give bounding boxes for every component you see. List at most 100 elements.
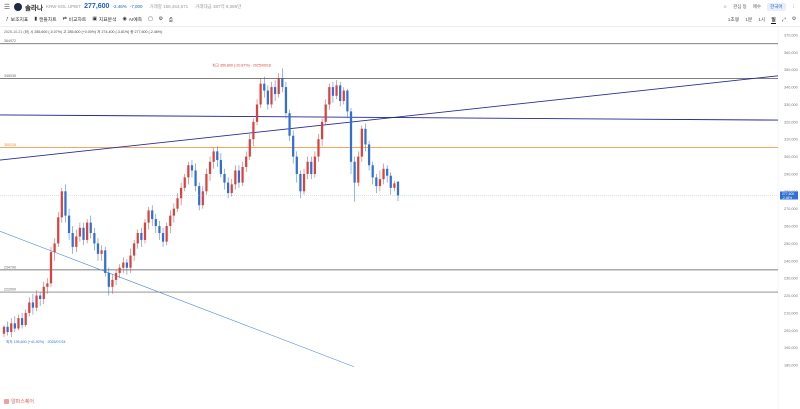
candle-body	[367, 144, 371, 166]
camera-icon: ⎙	[168, 17, 173, 23]
more-icon[interactable]: ⋮	[791, 3, 797, 9]
candle-body	[190, 165, 194, 171]
candle-body	[237, 170, 241, 183]
candle-body	[158, 226, 161, 233]
candle-body	[107, 272, 110, 287]
candle-body	[39, 295, 42, 299]
expand-icon[interactable]: ⤢	[781, 17, 786, 23]
candle-body	[208, 161, 212, 174]
candle-body	[6, 326, 9, 332]
candle-body	[378, 179, 382, 187]
buy-label[interactable]: 매수	[752, 3, 762, 9]
candle-body	[194, 170, 197, 187]
price-change: -2.46%	[112, 4, 127, 9]
candle-body	[335, 85, 338, 96]
y-tick-label: 210,000	[784, 311, 798, 315]
analysis-icon: ▣	[92, 17, 97, 22]
candle-body	[393, 183, 396, 188]
language-badge[interactable]: 한국어	[767, 2, 786, 11]
candle-body	[187, 165, 190, 178]
y-tick-label: 330,000	[784, 103, 798, 107]
timeframe-day[interactable]: 일	[771, 17, 776, 24]
brand-logo-icon	[4, 399, 9, 404]
toolbar-label: 보조지표	[10, 18, 29, 23]
y-tick-label: 230,000	[784, 277, 798, 281]
candle-body	[353, 161, 356, 183]
toolbar-camera[interactable]: ⎙	[169, 17, 173, 23]
level-label: 345035	[4, 74, 16, 78]
candle-body	[129, 255, 132, 268]
timeframe-1m[interactable]: 1분	[745, 18, 753, 23]
candle-body	[13, 323, 16, 329]
candle-body	[89, 222, 92, 233]
candle-body	[375, 177, 378, 187]
candle-body	[179, 187, 183, 199]
compare-icon: ⇄	[62, 17, 67, 22]
gear-icon: ⚙	[158, 17, 163, 22]
top-header: ☰ 솔라나 KRW-SOL UPBIT 277,600 -2.46% -7,00…	[0, 0, 800, 13]
candle-body	[252, 121, 255, 140]
y-tick-label: 200,000	[784, 329, 798, 333]
toolbar-label: AI예측	[128, 18, 143, 23]
timeframe-group: 1초봉 1분 1시 일 ⤢ ⚙	[728, 13, 796, 26]
ai-icon: ◉	[122, 17, 127, 22]
candle-body	[20, 318, 24, 326]
current-price: 277,600	[84, 3, 110, 10]
candle-body	[346, 90, 349, 112]
trend-line-falling-trend	[0, 230, 355, 368]
candle-body	[104, 250, 107, 273]
level-label: 234790	[4, 265, 16, 269]
y-tick-label: 320,000	[784, 120, 798, 124]
candle-body	[342, 90, 345, 101]
settings-icon[interactable]: ⚙	[791, 17, 796, 22]
current-price-label: 277,600	[782, 192, 794, 196]
y-tick-label: 370,000	[784, 34, 798, 38]
candle-body	[71, 233, 74, 247]
watermark: 알파스퀘어	[4, 398, 34, 405]
candle-body	[270, 87, 273, 105]
candle-icon: ▮	[34, 17, 37, 22]
candle-body	[165, 226, 168, 242]
candle-body	[310, 161, 313, 174]
candle-body	[306, 161, 309, 174]
toolbar-indicators[interactable]: ƒ 보조지표	[6, 16, 28, 23]
trend-line-flat-trend	[0, 114, 779, 121]
amount-label: 거래대금 387억 9,389만	[195, 3, 242, 9]
candle-body	[154, 219, 157, 227]
candle-body	[205, 173, 208, 192]
candle-body	[328, 87, 331, 105]
candle-body	[133, 243, 136, 256]
toolbar-square[interactable]: ▢	[148, 17, 153, 22]
chart-toolbar: ƒ 보조지표 ▮ 캔들차트 ⇄ 비교차트 ▣ 지표분석 ◉ AI예측 ▢ ⚙ ⎙ 1초봉 …	[0, 13, 800, 27]
candle-body	[122, 262, 125, 268]
high-annotation: 최고 350,800 (-20.87%) · 2025/09/18	[212, 62, 271, 67]
toolbar-label: 지표분석	[98, 18, 117, 23]
toolbar-analysis[interactable]: ▣ 지표분석	[92, 16, 116, 23]
ohlc-legend: 2025-10-21 (화) 시 285,600 (-0.07%) 고 285,…	[4, 30, 162, 35]
candle-body	[147, 210, 150, 223]
candle-body	[136, 233, 139, 244]
y-tick-label: 220,000	[784, 294, 798, 298]
toolbar-candle[interactable]: ▮ 캔들차트	[34, 16, 56, 23]
candle-body	[93, 233, 96, 244]
star-icon[interactable]: ☆	[723, 3, 728, 9]
menu-icon[interactable]: ☰	[3, 3, 11, 11]
candle-body	[198, 186, 201, 206]
candle-body	[143, 222, 147, 240]
price-chart[interactable]: 370,000 360,000 350,000 340,000 330,000 320,0…	[0, 26, 800, 409]
candle-body	[382, 168, 385, 180]
candle-body	[24, 312, 27, 326]
candle-body	[357, 156, 360, 183]
candle-body	[389, 175, 392, 188]
y-tick-label: 360,000	[784, 51, 798, 55]
candle-body	[230, 184, 233, 194]
timeframe-1h[interactable]: 1시	[758, 18, 766, 23]
favorite-label[interactable]: 관심 등	[733, 3, 747, 9]
candle-body	[86, 222, 89, 240]
timeframe-1s[interactable]: 1초봉	[727, 18, 740, 23]
toolbar-compare[interactable]: ⇄ 비교차트	[63, 16, 87, 23]
level-label: 364972	[4, 39, 16, 43]
toolbar-ai[interactable]: ◉ AI예측	[123, 16, 143, 23]
y-tick-label: 340,000	[784, 86, 798, 90]
toolbar-settings[interactable]: ⚙	[159, 17, 163, 22]
